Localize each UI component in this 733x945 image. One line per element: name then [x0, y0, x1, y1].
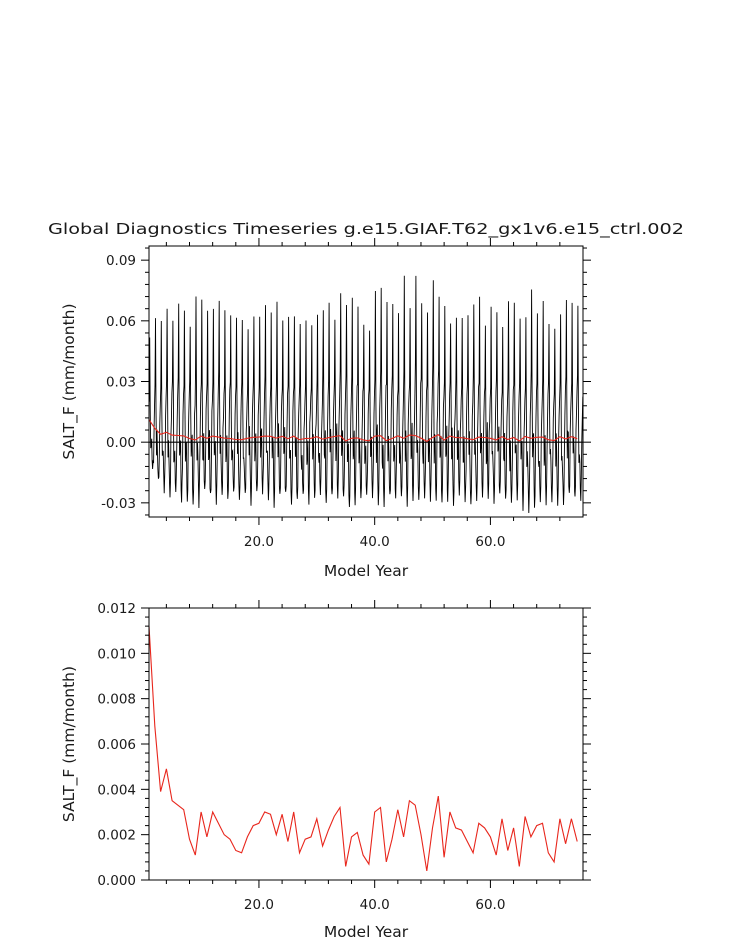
bottom-ytick-label: 0.006 — [97, 737, 136, 753]
top-xtick-label: 20.0 — [244, 534, 274, 550]
bottom-panel: 20.0 40.0 60.0 0.000 0.002 0.004 0.006 0.008 0.0… — [60, 600, 591, 941]
top-ytick-label: 0.06 — [106, 314, 136, 330]
top-ytick-label: 0.00 — [106, 435, 136, 451]
bottom-xtick-label: 40.0 — [360, 897, 390, 913]
bottom-y-axis-label: SALT_F (mm/month) — [60, 666, 79, 822]
top-y-axis-label: SALT_F (mm/month) — [60, 303, 79, 459]
bottom-x-axis-label: Model Year — [324, 923, 409, 941]
top-xtick-label: 40.0 — [360, 534, 390, 550]
bottom-xtick-label: 60.0 — [475, 897, 505, 913]
bottom-ytick-label: 0.004 — [97, 782, 136, 798]
top-series-annual-mean — [149, 419, 578, 443]
bottom-ytick-label: 0.010 — [97, 646, 136, 662]
chart-title: Global Diagnostics Timeseries g.e15.GIAF… — [48, 220, 684, 239]
bottom-ytick-label: 0.012 — [97, 601, 136, 617]
top-ytick-label: 0.03 — [106, 375, 136, 391]
bottom-ytick-label: 0.008 — [97, 692, 136, 708]
bottom-ytick-label: 0.000 — [97, 873, 136, 889]
bottom-ytick-label: 0.002 — [97, 828, 136, 844]
top-panel: 20.0 40.0 60.0 -0.03 0.00 0.03 0.06 0.09 Model Y… — [60, 238, 591, 580]
top-x-axis-label: Model Year — [324, 562, 409, 580]
top-ytick-label: -0.03 — [101, 496, 136, 512]
bottom-series-annual-mean — [149, 626, 578, 871]
top-xtick-label: 60.0 — [475, 534, 505, 550]
top-series-monthly — [149, 275, 583, 514]
bottom-xtick-label: 20.0 — [244, 897, 274, 913]
top-ytick-label: 0.09 — [106, 253, 136, 269]
